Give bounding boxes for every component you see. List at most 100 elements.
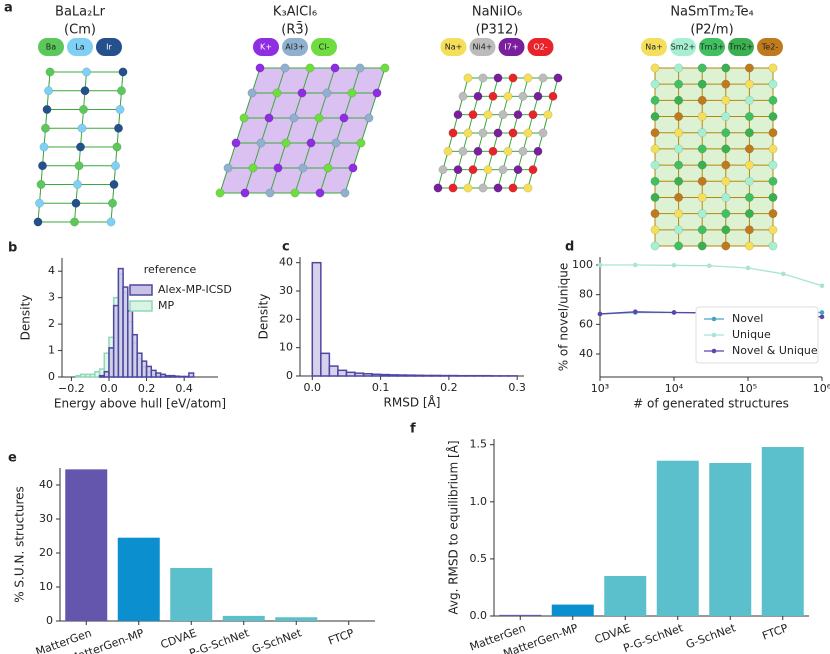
atom [528,110,538,120]
y-axis-label: % of novel/unique [557,263,571,372]
atom [518,146,528,156]
atom [240,188,250,198]
atom [721,79,731,89]
bond [376,67,386,94]
element-name: Cl- [319,43,330,52]
y-tick-label: 30 [279,284,293,297]
legend-label: Novel [732,312,763,325]
atom [650,112,660,121]
legend-label: Unique [732,328,771,341]
atom [231,138,241,148]
point [597,311,603,317]
element-badge [311,38,337,56]
bond [318,92,328,119]
atom [768,176,778,186]
atom [448,128,458,138]
atom [503,146,513,156]
atom [281,138,291,148]
atom [744,209,754,219]
atom [44,86,53,96]
bond [244,167,254,194]
atom [697,144,707,154]
atom [347,88,357,98]
atom [744,128,754,138]
bar [551,604,594,616]
atom [483,165,493,175]
atom [721,193,731,202]
atom [768,95,778,105]
atom [768,209,778,219]
structure-formula: NaNiIO₆ [472,5,522,20]
x-tick-label: 0.1 [372,381,390,394]
element-name: Na+ [445,43,463,52]
atom [674,176,684,186]
atom [372,88,382,98]
atom [215,188,225,198]
histogram-bar [328,365,339,377]
y-tick-label: 3 [48,291,55,304]
atom [674,63,684,73]
element-badge [728,38,754,56]
atom [523,183,533,193]
atom [744,63,754,73]
structure-formula: NaSmTm₂Te₄ [670,5,753,20]
atom [289,113,299,123]
atom [721,176,731,186]
atom [355,63,365,73]
atom [468,165,478,175]
atom [82,67,91,77]
atom [674,79,684,89]
bond [269,167,279,194]
atom [650,241,660,251]
space-group: (Cm) [64,23,96,38]
atom [674,160,684,170]
y-axis-label: Density [257,294,271,340]
bond [344,167,354,194]
atom [553,73,563,83]
atom [697,63,707,73]
bar [275,617,318,621]
atom [79,105,88,114]
histogram-bar [320,352,331,377]
atom [498,110,508,120]
atom [508,183,518,193]
bond [302,142,312,169]
histogram-bar [345,371,356,377]
atom [533,146,543,156]
space-group: (R3̄) [281,22,308,37]
bar [604,576,647,616]
atom [478,128,488,138]
atom [483,110,493,120]
atom [650,144,660,154]
histogram-bar [371,373,382,377]
element-badge [498,38,525,56]
atom [697,209,707,219]
atom [112,142,122,152]
atom [721,160,731,170]
histogram-bar [431,374,442,377]
atom [39,142,49,152]
bond [294,167,304,194]
bond [352,142,362,169]
element-badge [469,38,496,56]
point [633,262,638,268]
y-tick-label: 1 [48,344,55,357]
atom [697,176,707,186]
element-name: Tm3+ [699,43,724,52]
atom [650,128,660,138]
atom [306,138,316,148]
element-name: Ir [106,43,112,52]
atom [331,138,341,148]
bond [268,92,278,119]
atom [508,73,518,83]
y-tick-label: 10 [39,580,53,593]
element-badge [282,38,308,56]
atom [433,183,443,193]
legend-label: Novel & Unique [732,344,818,357]
atom [45,67,55,77]
atom [697,241,707,251]
atom [650,193,660,202]
histogram-bar [396,374,407,377]
atom [744,241,754,251]
panel-label: b [8,241,17,256]
